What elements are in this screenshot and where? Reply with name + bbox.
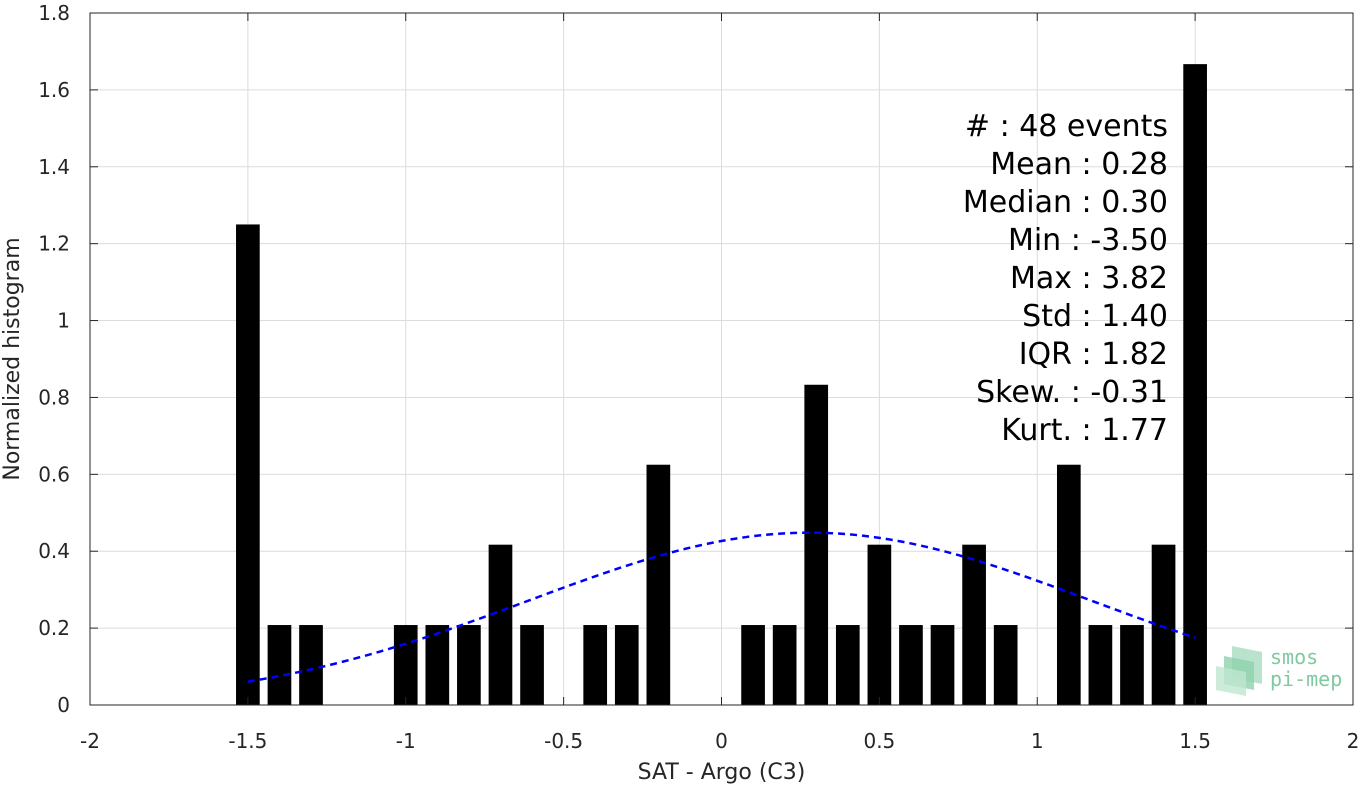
logo-text-pi-mep: pi-mep bbox=[1270, 667, 1342, 691]
bar-2 bbox=[299, 625, 323, 705]
stat-line-8: Kurt. : 1.77 bbox=[1001, 413, 1168, 448]
bar-7 bbox=[520, 625, 544, 705]
bar-14 bbox=[835, 625, 860, 705]
bar-15 bbox=[867, 544, 892, 705]
bar-9 bbox=[614, 625, 639, 705]
x-axis-label: SAT - Argo (C3) bbox=[638, 760, 806, 785]
bar-3 bbox=[393, 625, 418, 705]
x-tick-label-8: 2 bbox=[1347, 729, 1360, 753]
bar-17 bbox=[930, 625, 955, 705]
x-tick-label-1: -1.5 bbox=[228, 729, 267, 753]
bar-12 bbox=[772, 625, 797, 705]
x-tick-label-7: 1.5 bbox=[1179, 729, 1211, 753]
y-tick-label-1: 0.2 bbox=[38, 616, 70, 640]
logo-text-smos: smos bbox=[1270, 645, 1318, 669]
y-tick-label-4: 0.8 bbox=[38, 385, 70, 409]
bar-23 bbox=[1151, 544, 1176, 705]
stat-line-1: Mean : 0.28 bbox=[990, 147, 1168, 182]
stat-line-5: Std : 1.40 bbox=[1022, 299, 1168, 334]
bar-11 bbox=[741, 625, 765, 705]
y-tick-label-7: 1.4 bbox=[38, 155, 70, 179]
x-tick-label-2: -1 bbox=[396, 729, 416, 753]
x-tick-label-4: 0 bbox=[715, 729, 728, 753]
x-tick-label-3: -0.5 bbox=[544, 729, 583, 753]
bar-20 bbox=[1056, 464, 1081, 705]
stat-line-2: Median : 0.30 bbox=[963, 185, 1168, 220]
bar-19 bbox=[993, 625, 1018, 705]
bar-21 bbox=[1088, 625, 1113, 705]
x-axis-ticks: -2 -1.5 -1 -0.5 0 0.5 1 1.5 2 bbox=[80, 13, 1359, 753]
y-axis-ticks: 0 0.2 0.4 0.6 0.8 1 1.2 1.4 1.6 1.8 bbox=[38, 1, 1353, 717]
bar-8 bbox=[583, 625, 608, 705]
y-tick-label-9: 1.8 bbox=[38, 1, 70, 25]
bar-5 bbox=[457, 625, 481, 705]
stat-line-0: # : 48 events bbox=[965, 109, 1168, 144]
stat-line-6: IQR : 1.82 bbox=[1019, 337, 1168, 372]
stat-line-7: Skew. : -0.31 bbox=[976, 375, 1168, 410]
bar-24 bbox=[1183, 64, 1207, 706]
bar-1 bbox=[267, 625, 292, 705]
y-axis-label: Normalized histogram bbox=[0, 237, 25, 480]
y-tick-label-3: 0.6 bbox=[38, 462, 70, 486]
stat-line-3: Min : -3.50 bbox=[1008, 223, 1168, 258]
smos-pi-mep-logo: smos pi-mep bbox=[1216, 645, 1342, 696]
x-tick-label-6: 1 bbox=[1031, 729, 1044, 753]
y-tick-label-8: 1.6 bbox=[38, 78, 70, 102]
bar-13 bbox=[804, 384, 829, 705]
y-tick-label-6: 1.2 bbox=[38, 232, 70, 256]
logo-layer-front bbox=[1216, 666, 1246, 696]
y-tick-label-5: 1 bbox=[57, 309, 70, 333]
bar-4 bbox=[425, 625, 450, 705]
histogram-bars bbox=[236, 64, 1207, 706]
stat-line-4: Max : 3.82 bbox=[1010, 261, 1168, 296]
bar-22 bbox=[1120, 625, 1144, 705]
y-tick-label-0: 0 bbox=[57, 693, 70, 717]
normal-fit-curve bbox=[247, 531, 1196, 683]
bar-18 bbox=[962, 544, 986, 705]
bar-10 bbox=[646, 464, 671, 705]
bar-6 bbox=[488, 544, 513, 705]
bar-0 bbox=[236, 224, 260, 705]
x-tick-label-5: 0.5 bbox=[863, 729, 895, 753]
y-tick-label-2: 0.4 bbox=[38, 539, 70, 563]
bar-16 bbox=[899, 625, 923, 705]
x-tick-label-0: -2 bbox=[80, 729, 100, 753]
